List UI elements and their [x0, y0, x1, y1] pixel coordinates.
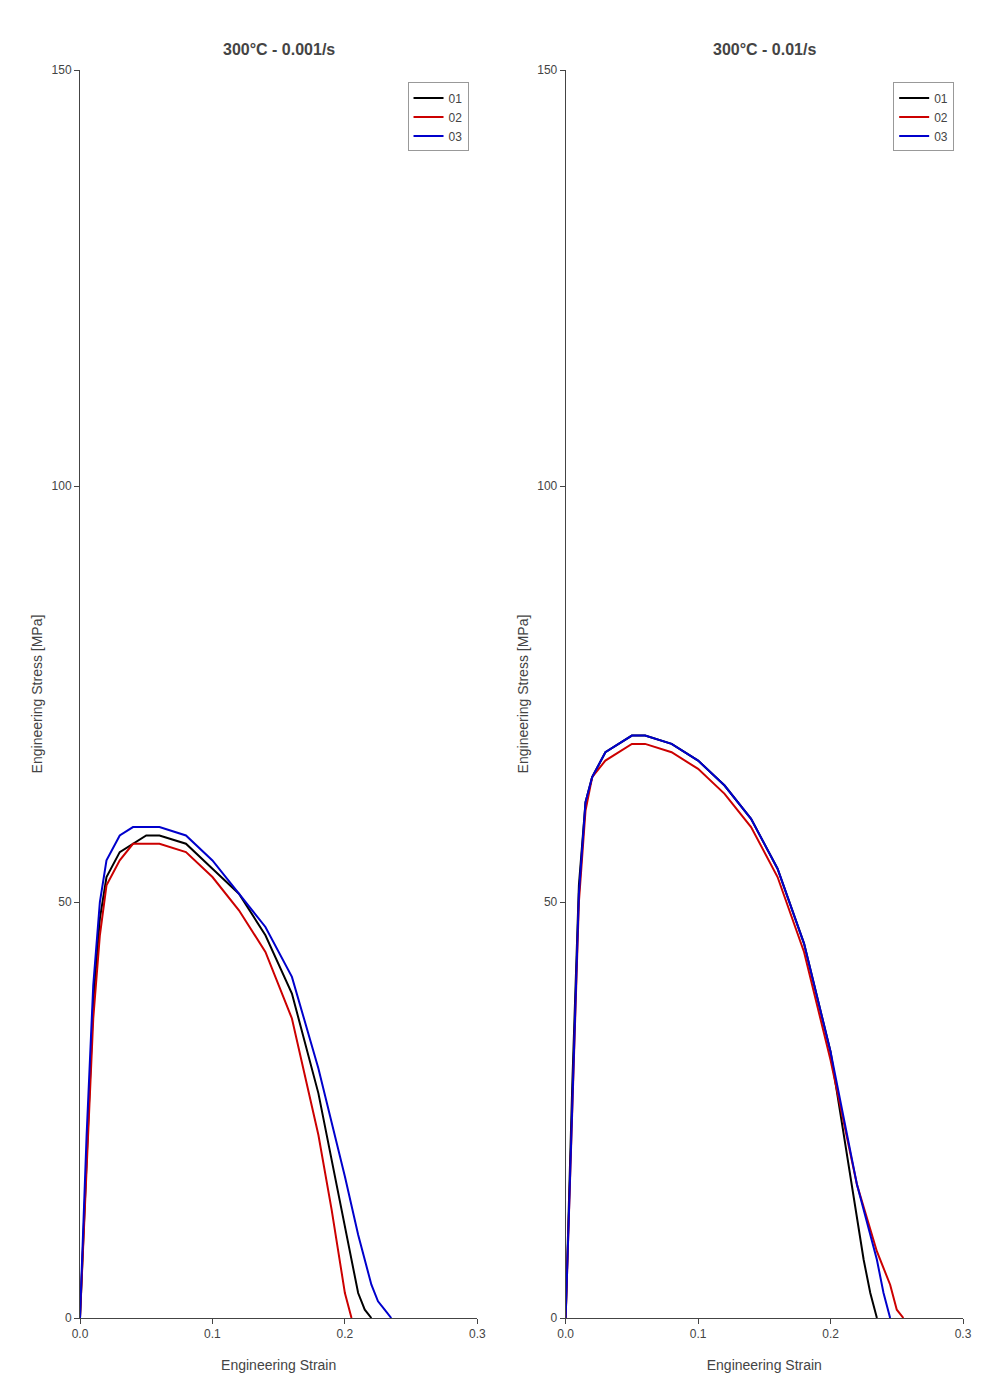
svg-text:50: 50 [544, 895, 558, 909]
svg-text:300°C - 0.01/s: 300°C - 0.01/s [713, 41, 816, 58]
svg-text:0.1: 0.1 [690, 1327, 707, 1341]
svg-text:0.0: 0.0 [557, 1327, 574, 1341]
svg-text:0: 0 [65, 1311, 72, 1325]
svg-text:02: 02 [449, 111, 463, 125]
svg-text:300°C - 0.001/s: 300°C - 0.001/s [223, 41, 335, 58]
svg-text:150: 150 [52, 63, 72, 77]
svg-text:03: 03 [934, 130, 948, 144]
svg-text:0.1: 0.1 [204, 1327, 221, 1341]
svg-text:03: 03 [449, 130, 463, 144]
svg-text:100: 100 [52, 479, 72, 493]
svg-text:01: 01 [449, 92, 463, 106]
svg-text:0.2: 0.2 [822, 1327, 839, 1341]
svg-text:01: 01 [934, 92, 948, 106]
svg-text:0: 0 [551, 1311, 558, 1325]
svg-text:0.2: 0.2 [337, 1327, 354, 1341]
svg-text:0.0: 0.0 [72, 1327, 89, 1341]
svg-text:100: 100 [537, 479, 557, 493]
svg-text:0.3: 0.3 [955, 1327, 972, 1341]
svg-text:Engineering Strain: Engineering Strain [707, 1357, 822, 1373]
svg-text:0.3: 0.3 [469, 1327, 486, 1341]
svg-text:Engineering Stress [MPa]: Engineering Stress [MPa] [515, 615, 531, 774]
svg-text:Engineering Stress [MPa]: Engineering Stress [MPa] [29, 615, 45, 774]
svg-text:Engineering Strain: Engineering Strain [221, 1357, 336, 1373]
svg-text:150: 150 [537, 63, 557, 77]
svg-text:50: 50 [58, 895, 72, 909]
svg-text:02: 02 [934, 111, 948, 125]
